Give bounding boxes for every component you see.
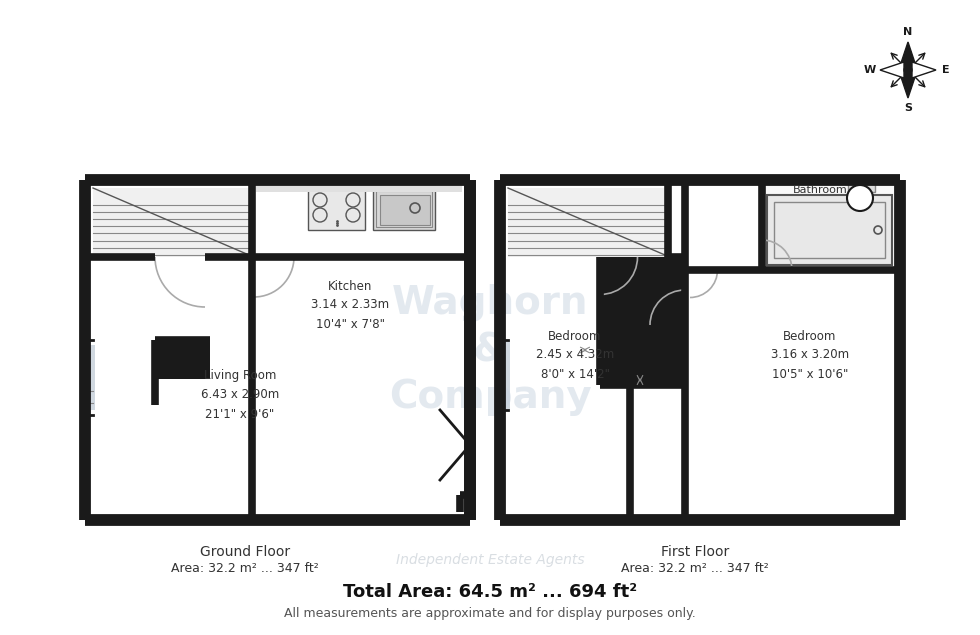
Bar — [690, 267, 745, 273]
Text: Kitchen
3.14 x 2.33m
10'4" x 7'8": Kitchen 3.14 x 2.33m 10'4" x 7'8" — [311, 279, 389, 330]
Text: Waghorn
&
Company: Waghorn & Company — [389, 284, 591, 416]
Bar — [767, 195, 892, 265]
Bar — [155, 340, 210, 379]
Bar — [256, 182, 462, 192]
Bar — [848, 182, 875, 192]
Bar — [499, 340, 510, 410]
Bar — [308, 188, 365, 230]
Bar — [380, 195, 430, 225]
Text: All measurements are approximate and for display purposes only.: All measurements are approximate and for… — [284, 606, 696, 620]
Text: First Floor: First Floor — [661, 545, 729, 559]
Bar — [762, 180, 900, 270]
Text: Bedroom
2.45 x 4.32m
8'0" x 14'2": Bedroom 2.45 x 4.32m 8'0" x 14'2" — [536, 330, 614, 380]
Bar — [380, 195, 430, 225]
Polygon shape — [900, 74, 916, 98]
Text: Living Room
6.43 x 2.90m
21'1" x 9'6": Living Room 6.43 x 2.90m 21'1" x 9'6" — [201, 370, 279, 420]
Bar — [84, 345, 95, 410]
Bar — [85, 180, 470, 520]
Circle shape — [847, 185, 873, 211]
Polygon shape — [900, 42, 916, 66]
Bar — [848, 182, 875, 192]
Bar — [93, 188, 250, 257]
Bar — [682, 325, 688, 395]
Text: Area: 32.2 m² ... 347 ft²: Area: 32.2 m² ... 347 ft² — [172, 561, 318, 575]
Bar — [774, 202, 885, 258]
Bar — [308, 188, 365, 230]
Text: E: E — [942, 65, 950, 75]
Text: Total Area: 64.5 m² ... 694 ft²: Total Area: 64.5 m² ... 694 ft² — [343, 583, 637, 601]
Text: Bedroom
3.16 x 3.20m
10'5" x 10'6": Bedroom 3.16 x 3.20m 10'5" x 10'6" — [771, 330, 849, 380]
Text: N: N — [904, 27, 912, 37]
Bar — [373, 188, 435, 230]
Circle shape — [904, 66, 912, 74]
Bar — [767, 195, 892, 265]
Bar — [500, 180, 900, 520]
Bar — [373, 188, 435, 230]
Text: S: S — [904, 103, 912, 113]
Text: W: W — [864, 65, 876, 75]
Text: Area: 32.2 m² ... 347 ft²: Area: 32.2 m² ... 347 ft² — [621, 561, 769, 575]
Text: Independent Estate Agents: Independent Estate Agents — [396, 553, 584, 567]
Bar — [600, 257, 685, 385]
Text: Bathroom: Bathroom — [793, 185, 848, 195]
Bar — [376, 191, 432, 227]
Polygon shape — [912, 62, 936, 78]
Polygon shape — [880, 62, 904, 78]
Bar — [600, 385, 630, 512]
Text: Ground Floor: Ground Floor — [200, 545, 290, 559]
Bar — [508, 188, 666, 257]
